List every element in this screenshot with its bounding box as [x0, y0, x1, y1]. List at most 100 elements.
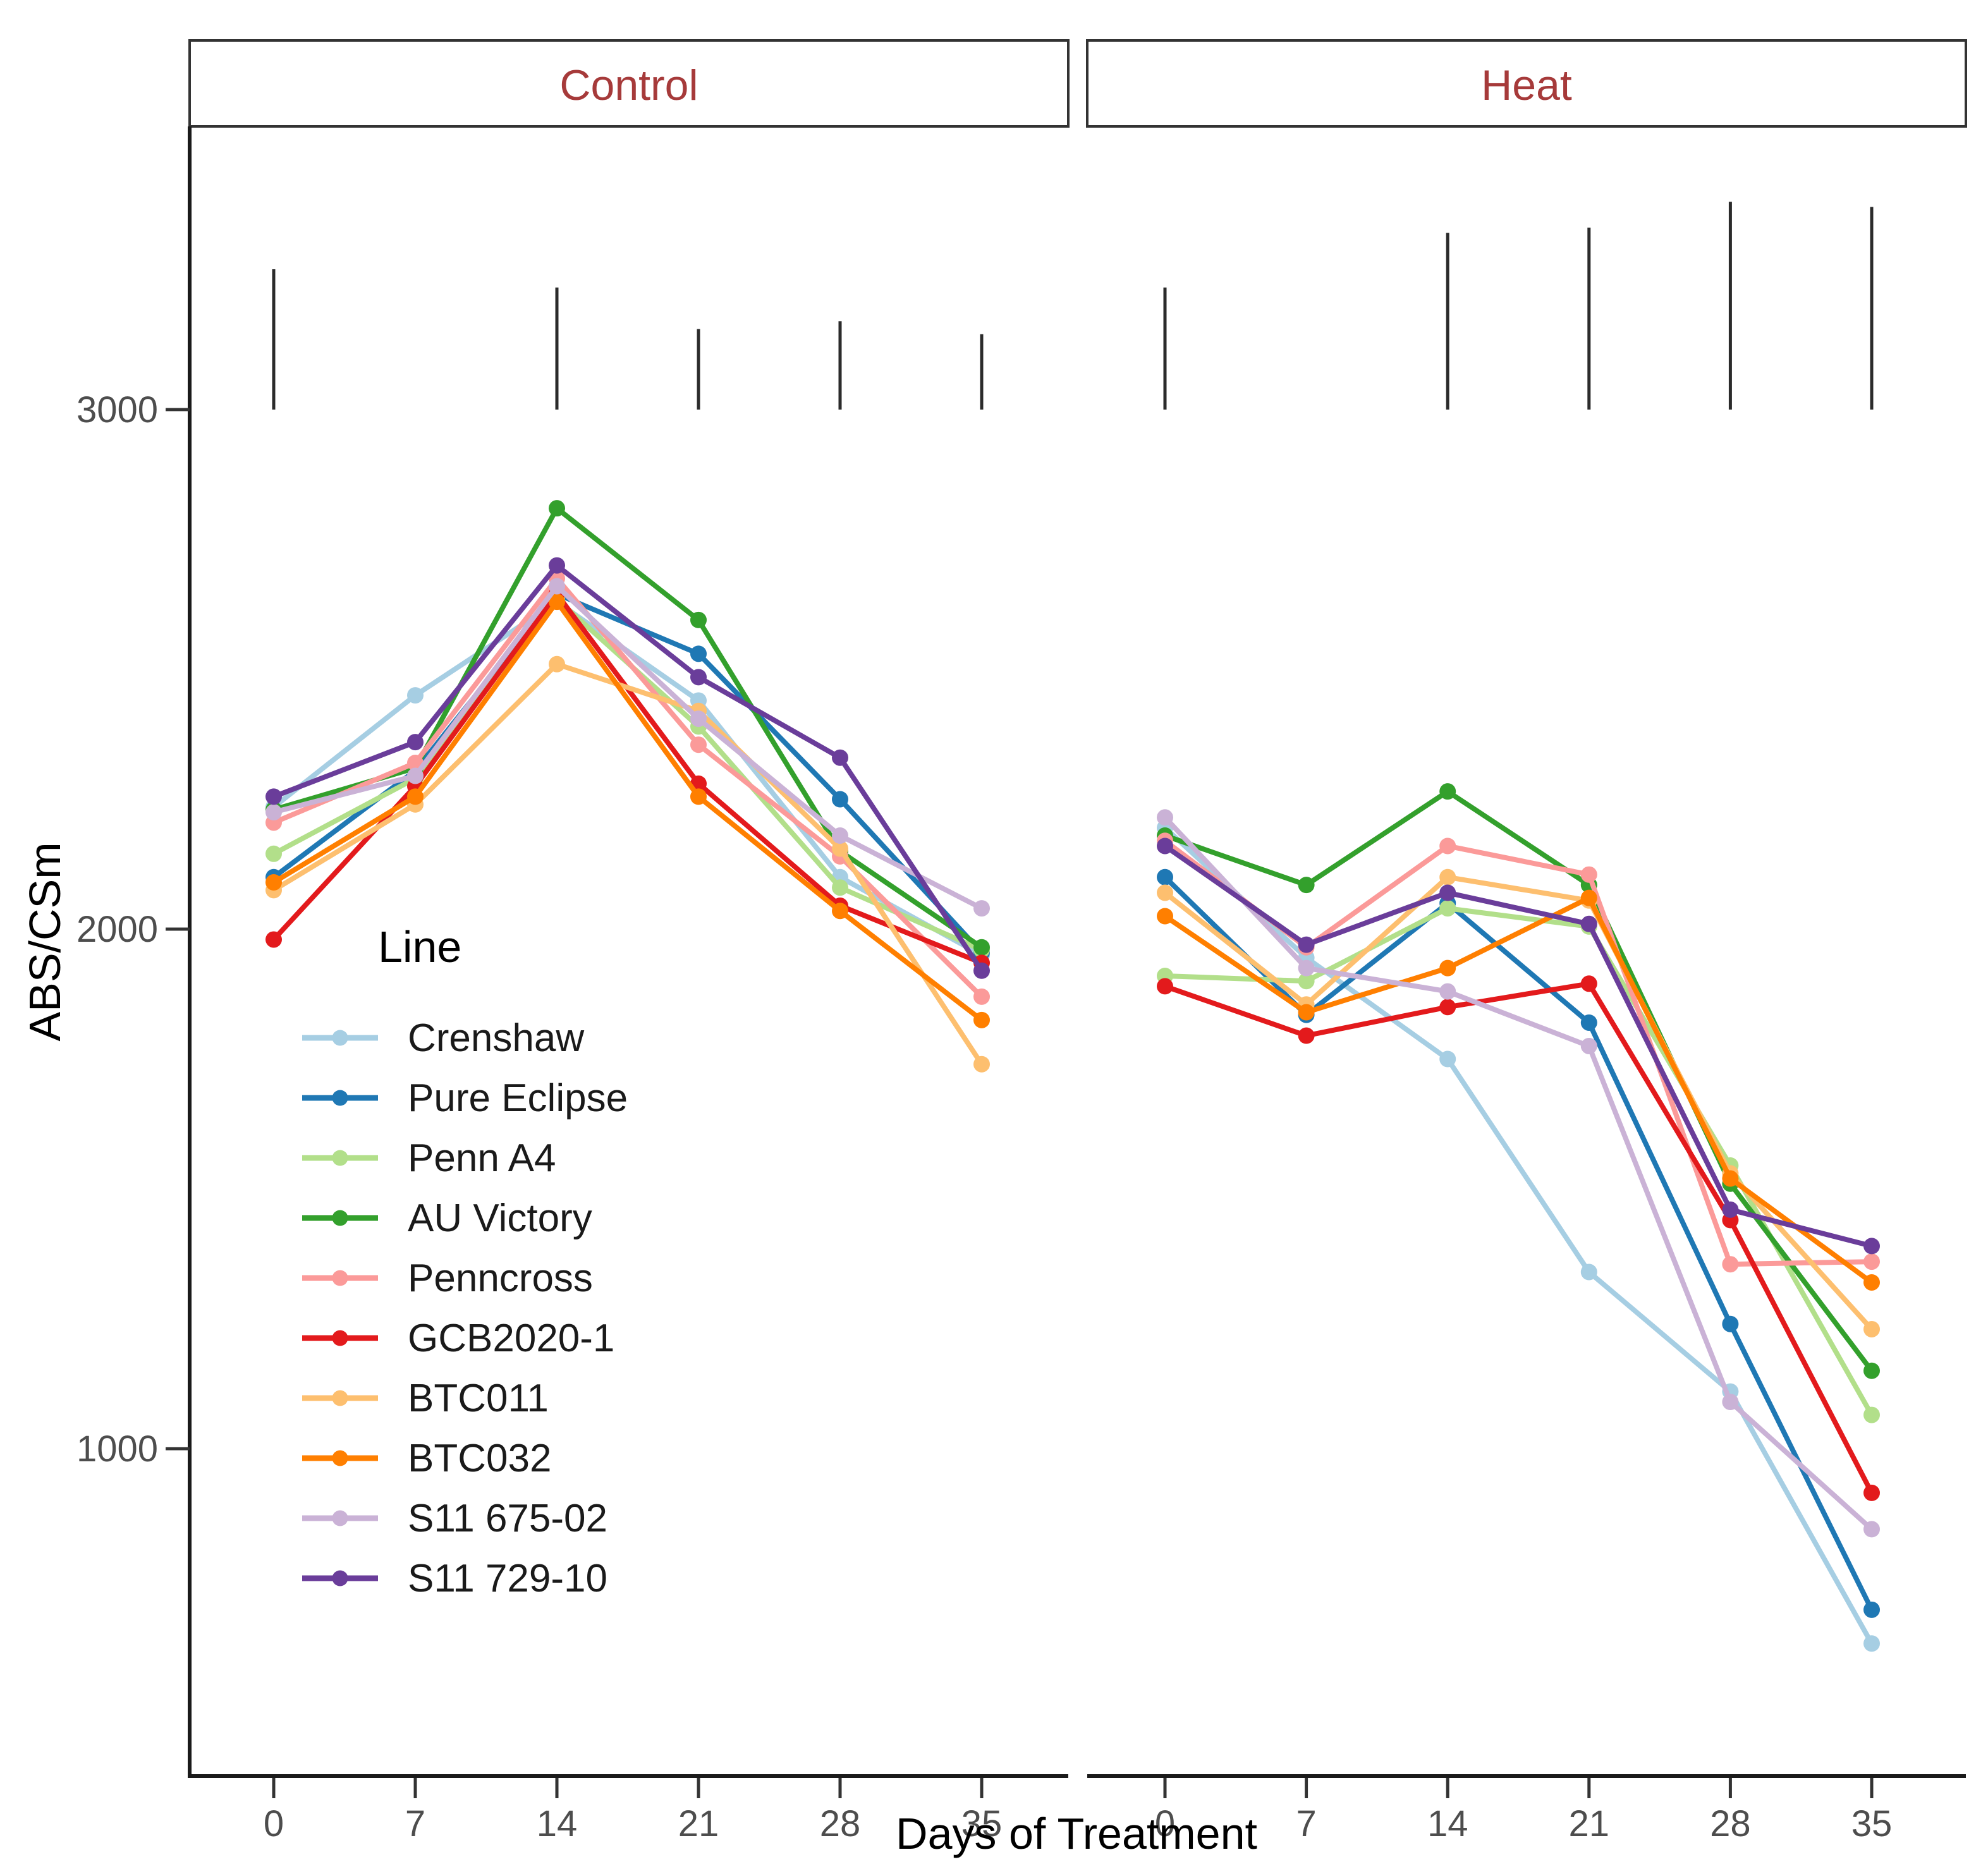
series-point	[690, 611, 707, 628]
series-point	[265, 788, 282, 805]
series-point	[832, 879, 848, 896]
series-point	[1580, 975, 1597, 992]
legend-key-point	[332, 1390, 348, 1406]
series-point	[1157, 908, 1173, 925]
series-point	[973, 1011, 990, 1028]
series-line-s11-729-10	[1162, 843, 1875, 1249]
series-point	[549, 578, 565, 595]
series-point	[265, 874, 282, 891]
x-tick-label: 14	[537, 1803, 578, 1844]
x-tick-label: 7	[1296, 1803, 1316, 1844]
facet-strip-heat	[1086, 39, 1967, 128]
series-point	[1157, 837, 1173, 855]
series-point	[1439, 983, 1456, 1000]
facet-label-control: Control	[559, 61, 698, 109]
legend-key-point	[332, 1210, 348, 1226]
series-point	[1863, 1274, 1881, 1291]
series-line-s11-729-10	[271, 563, 984, 973]
series-point	[1580, 866, 1597, 883]
x-tick-label: 28	[1710, 1803, 1751, 1844]
series-point	[407, 767, 424, 784]
series-line-crenshaw	[1162, 825, 1875, 1647]
series-point	[1722, 1201, 1739, 1218]
series-point	[832, 903, 848, 920]
series-point	[690, 736, 707, 753]
axis-ticks-group: 0 7 14 21 28 35 0 7 14 21 28 35 1000 2000 3000	[76, 389, 1892, 1844]
legend-label: Penn A4	[408, 1136, 556, 1180]
series-point	[1439, 999, 1456, 1016]
series-point	[1439, 900, 1456, 917]
series-point	[1439, 837, 1456, 855]
series-point	[1863, 1521, 1881, 1538]
series-point	[1439, 1050, 1456, 1068]
legend-key-point	[332, 1330, 348, 1346]
series-point	[1863, 1635, 1881, 1652]
series-point	[690, 669, 707, 686]
legend-title: Line	[378, 922, 461, 971]
legend-key-point	[332, 1570, 348, 1586]
legend-label: S11 675-02	[408, 1497, 607, 1540]
series-point	[832, 791, 848, 808]
legend-label: AU Victory	[408, 1196, 592, 1240]
series-line-btc011	[271, 661, 984, 1067]
y-tick-label: 1000	[76, 1428, 158, 1470]
x-tick-label: 7	[405, 1803, 425, 1844]
legend-key-point	[332, 1150, 348, 1166]
series-point	[832, 749, 848, 766]
series-point	[832, 827, 848, 844]
series-point	[973, 900, 990, 917]
y-tick-label: 2000	[76, 909, 158, 950]
series-point	[1157, 978, 1173, 995]
series-point	[1863, 1238, 1881, 1255]
legend-label: Crenshaw	[408, 1016, 584, 1060]
series-point	[265, 845, 282, 862]
series-point	[1580, 915, 1597, 932]
series-point	[973, 1056, 990, 1073]
series-point	[549, 594, 565, 611]
series-point	[1157, 868, 1173, 886]
series-point	[407, 788, 424, 805]
legend-label: BTC032	[408, 1437, 551, 1480]
x-axis-title: Days of Treatment	[896, 1809, 1257, 1858]
series-point	[1157, 809, 1173, 826]
legend-key-point	[332, 1090, 348, 1106]
series-point	[1580, 1037, 1597, 1054]
series-point	[407, 687, 424, 704]
series-point	[1298, 1004, 1315, 1021]
y-tick-label: 3000	[76, 389, 158, 430]
facet-strip-control	[188, 39, 1070, 128]
legend-group: Line Crenshaw Pure Eclipse Penn A4 AU Victo…	[302, 922, 628, 1600]
series-line-penncross	[271, 576, 984, 999]
series-line-pure-eclipse	[1162, 874, 1875, 1612]
legend-label: BTC011	[408, 1377, 549, 1420]
series-point	[549, 557, 565, 574]
series-point	[690, 645, 707, 662]
series-point	[549, 655, 565, 673]
series-line-penn-a4	[1162, 906, 1875, 1418]
series-line-s11-675-02	[271, 583, 984, 911]
legend-key-point	[332, 1510, 348, 1526]
x-tick-label: 28	[820, 1803, 861, 1844]
series-line-penncross	[1162, 838, 1875, 1267]
series-point	[1863, 1484, 1881, 1501]
series-point	[973, 962, 990, 979]
series-point	[1298, 959, 1315, 977]
legend-key-point	[332, 1450, 348, 1466]
legend-label: S11 729-10	[408, 1557, 607, 1600]
series-point	[1439, 884, 1456, 901]
series-point	[1863, 1601, 1881, 1618]
series-point	[1863, 1253, 1881, 1270]
series-point	[1439, 783, 1456, 800]
series-line-btc011	[1162, 874, 1875, 1332]
legend-key-point	[332, 1270, 348, 1286]
x-tick-label: 35	[1851, 1803, 1893, 1844]
series-point	[1863, 1320, 1881, 1337]
x-tick-label: 14	[1427, 1803, 1468, 1844]
series-point	[1298, 1027, 1315, 1044]
series-point	[690, 788, 707, 805]
error-bars-group	[272, 202, 1874, 410]
legend-label: Penncross	[408, 1257, 593, 1300]
x-tick-label: 21	[1569, 1803, 1610, 1844]
